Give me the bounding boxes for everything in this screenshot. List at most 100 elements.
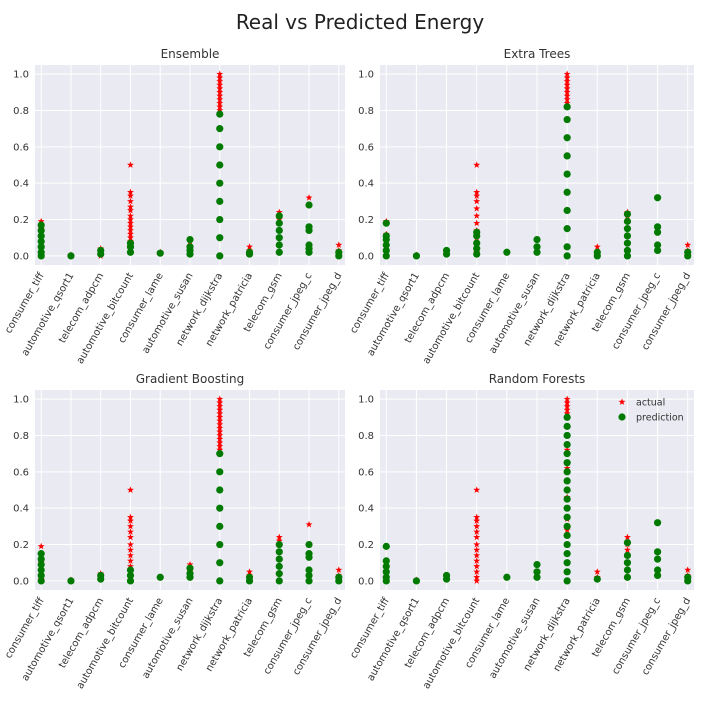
y-tick-label: 1.0 [13, 395, 29, 406]
prediction-point [382, 246, 390, 255]
panel-3: 0.00.20.40.60.81.0consumer_tiffautomotiv… [348, 372, 694, 691]
actual-point [216, 92, 224, 99]
prediction-point [563, 559, 571, 567]
prediction-point [442, 250, 451, 258]
actual-point [186, 560, 194, 568]
prediction-point [382, 557, 390, 565]
prediction-point [623, 210, 632, 218]
prediction-point [533, 560, 541, 569]
prediction-point [382, 252, 390, 260]
prediction-point [563, 531, 571, 540]
prediction-point [653, 566, 662, 574]
prediction-point [623, 232, 632, 240]
prediction-point [623, 573, 632, 581]
prediction-point [382, 542, 390, 550]
actual-point [563, 395, 571, 402]
actual-point [563, 399, 571, 406]
actual-point [563, 74, 571, 81]
actual-point [473, 568, 481, 575]
actual-point [563, 464, 571, 472]
actual-point [246, 243, 253, 250]
prediction-point [563, 459, 571, 467]
actual-point [216, 428, 224, 435]
actual-point [593, 243, 601, 250]
actual-point [127, 513, 134, 521]
prediction-point [623, 239, 632, 247]
prediction-point [156, 573, 164, 581]
prediction-point [37, 566, 45, 574]
actual-point [127, 206, 134, 214]
actual-point [216, 70, 224, 77]
prediction-point [563, 243, 571, 251]
prediction-point [126, 577, 135, 585]
actual-point [275, 208, 283, 216]
actual-point [216, 395, 224, 402]
prediction-point [563, 568, 571, 576]
prediction-point [563, 468, 571, 476]
y-tick-label: 0.6 [13, 467, 29, 478]
prediction-point [37, 555, 45, 563]
prediction-point [563, 413, 571, 421]
prediction-point [216, 577, 224, 585]
prediction-point [216, 559, 224, 567]
prediction-point [305, 566, 313, 574]
actual-point [216, 406, 224, 413]
prediction-point [623, 539, 632, 547]
panel-title: Gradient Boosting [136, 372, 244, 386]
actual-point [127, 546, 134, 553]
prediction-point [563, 440, 571, 449]
actual-point [563, 77, 571, 85]
actual-point [473, 205, 481, 212]
prediction-point [275, 234, 283, 242]
prediction-point [623, 551, 632, 560]
prediction-point [563, 450, 571, 458]
actual-point [563, 406, 571, 413]
series-prediction [37, 450, 343, 585]
prediction-point [563, 152, 571, 160]
actual-point [216, 420, 224, 428]
actual-point [473, 551, 481, 559]
actual-point [216, 77, 224, 85]
prediction-point [563, 225, 571, 233]
y-tick-label: 0.2 [13, 540, 29, 551]
y-tick-label: 0.2 [13, 215, 29, 226]
prediction-point [563, 103, 571, 111]
actual-point [563, 446, 571, 453]
actual-point [473, 513, 481, 521]
y-tick-label: 0.8 [358, 431, 374, 442]
prediction-point [37, 221, 45, 229]
actual-point [684, 566, 692, 573]
actual-point [127, 234, 134, 241]
prediction-point [37, 577, 45, 585]
y-tick-label: 0.4 [13, 504, 29, 515]
prediction-point [216, 110, 224, 118]
prediction-point [305, 577, 313, 585]
prediction-point [563, 206, 571, 215]
prediction-point [653, 223, 662, 231]
actual-point [563, 92, 571, 99]
prediction-point [186, 250, 194, 258]
actual-point [216, 435, 224, 442]
prediction-point [533, 243, 541, 251]
y-tick-label: 0.6 [13, 142, 29, 153]
prediction-point [684, 252, 692, 260]
panel-2: 0.00.20.40.60.81.0consumer_tiffautomotiv… [3, 372, 345, 691]
actual-point [216, 431, 224, 439]
prediction-point [335, 252, 343, 260]
actual-point [216, 106, 224, 114]
prediction-point [186, 235, 194, 244]
prediction-point [382, 568, 390, 576]
prediction-point [97, 250, 105, 258]
actual-point [335, 241, 343, 248]
prediction-point [67, 252, 75, 260]
prediction-point [623, 566, 632, 574]
actual-point [127, 161, 134, 168]
actual-point [127, 522, 134, 530]
y-tick-label: 0.8 [13, 431, 29, 442]
prediction-point [653, 555, 662, 563]
prediction-point [97, 575, 105, 583]
prediction-point [653, 548, 662, 556]
prediction-point [275, 226, 283, 235]
prediction-point [653, 241, 662, 249]
